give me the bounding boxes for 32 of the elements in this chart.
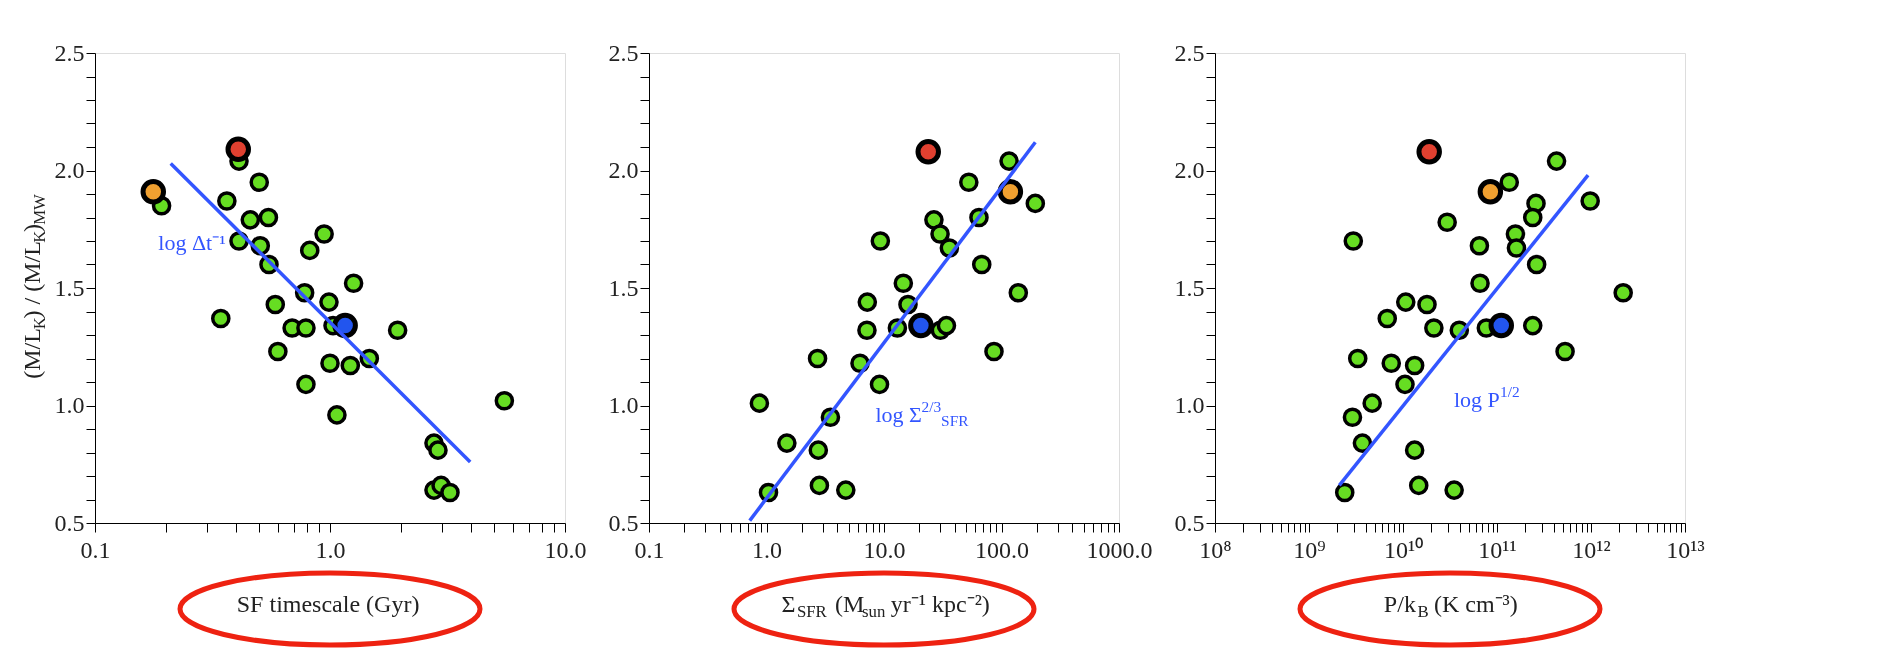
x-tick-label: 100.0 [975, 536, 1029, 563]
y-tick-label: 0.5 [54, 509, 85, 536]
y-tick-label: 2.5 [54, 39, 85, 66]
x-tick-label: 10.0 [544, 536, 587, 563]
y-tick-label: 2.5 [1174, 39, 1205, 66]
y-tick-label: 1.5 [54, 274, 85, 301]
y-tick-label: 1.5 [608, 274, 639, 301]
x-tick-label: 0.1 [634, 536, 665, 563]
x-tick-label: 10¹¹ [1478, 536, 1517, 563]
x-tick-label: 10.0 [863, 536, 906, 563]
x-tick-label: 0.1 [80, 536, 111, 563]
y-tick-label: 1.0 [54, 392, 85, 418]
y-tick-label: 1.0 [1174, 392, 1205, 418]
x-tick-label: 1.0 [752, 536, 782, 563]
annotation: log Δt⁻¹ [158, 229, 226, 255]
x-tick-label: 1.0 [315, 536, 346, 563]
y-tick-label: 2.0 [54, 157, 85, 183]
y-tick-label: 2.0 [1174, 157, 1205, 183]
y-axis-title: (M/LK) / (M/LK)MW [19, 193, 49, 379]
x-tick-label: 10⁸ [1199, 536, 1232, 563]
y-tick-label: 1.5 [1174, 274, 1205, 301]
y-tick-label: 2.5 [608, 39, 639, 66]
y-tick-label: 1.0 [608, 392, 639, 418]
x-tick-label: 10¹³ [1666, 536, 1705, 563]
y-tick-label: 2.0 [608, 157, 639, 183]
x-tick-label: 1000.0 [1086, 536, 1153, 563]
x-tick-label: 10¹² [1572, 536, 1611, 563]
x-tick-label: 10⁹ [1293, 536, 1326, 563]
x-tick-label: 10¹⁰ [1383, 536, 1424, 563]
y-tick-label: 0.5 [608, 509, 639, 536]
x-axis-title: SF timescale (Gyr) [236, 591, 420, 617]
y-tick-label: 0.5 [1174, 509, 1205, 536]
